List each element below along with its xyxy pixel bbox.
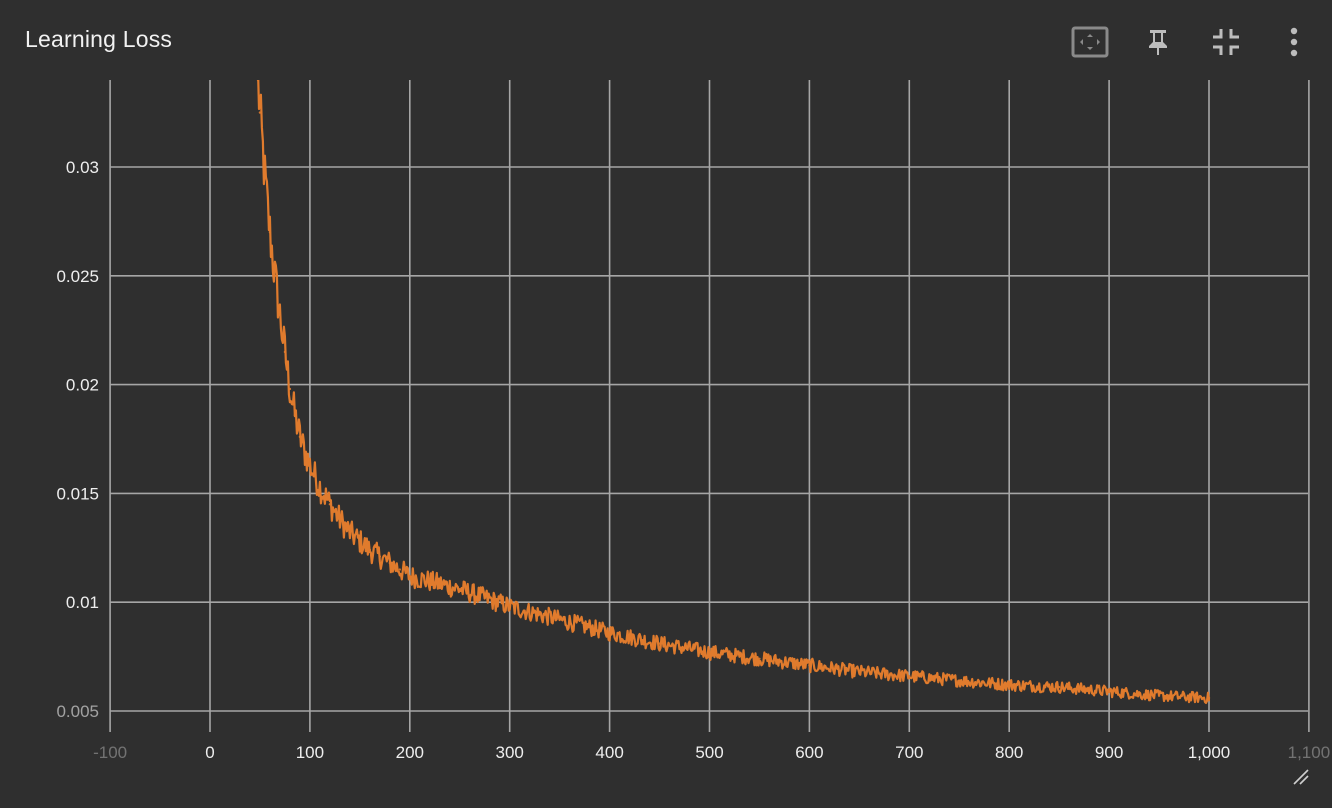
loss-data-point bbox=[958, 679, 961, 682]
grid bbox=[109, 80, 1310, 732]
y-tick-label: 0.03 bbox=[66, 158, 99, 177]
resize-icon bbox=[1293, 769, 1309, 785]
x-tick-label: 300 bbox=[496, 743, 524, 762]
loss-data-point bbox=[758, 657, 761, 660]
loss-data-point bbox=[256, 80, 260, 82]
loss-data-point bbox=[328, 503, 332, 506]
loss-data-point bbox=[658, 642, 661, 645]
y-tick-label: 0.015 bbox=[56, 484, 99, 503]
loss-data-point bbox=[348, 531, 352, 534]
x-tick-label: 600 bbox=[795, 743, 823, 762]
x-tick-label: 100 bbox=[296, 743, 324, 762]
pin-button[interactable] bbox=[1138, 22, 1178, 62]
card-header: Learning Loss bbox=[0, 0, 1332, 80]
loss-data-point bbox=[288, 387, 292, 391]
x-tick-label: 1,000 bbox=[1188, 743, 1231, 762]
pin-icon bbox=[1146, 28, 1170, 56]
loss-data-point bbox=[308, 463, 312, 467]
y-tick-label: 0.02 bbox=[66, 376, 99, 395]
more-vert-icon bbox=[1289, 27, 1299, 57]
loss-data-point bbox=[1107, 690, 1111, 693]
loss-data-point bbox=[273, 274, 277, 277]
y-tick-label: 0.005 bbox=[56, 702, 99, 721]
loss-data-point bbox=[378, 555, 382, 558]
x-tick-label: 400 bbox=[595, 743, 623, 762]
card-toolbar bbox=[0, 22, 1332, 62]
loss-data-point bbox=[293, 413, 297, 417]
loss-data-point bbox=[608, 631, 611, 634]
loss-data-point bbox=[1057, 685, 1061, 689]
more-options-button[interactable] bbox=[1274, 22, 1314, 62]
fit-to-data-button[interactable] bbox=[1070, 22, 1110, 62]
chart-title: Learning Loss bbox=[25, 26, 173, 52]
x-tick-label: -100 bbox=[93, 743, 127, 762]
loss-data-point bbox=[278, 313, 282, 317]
loss-data-point bbox=[433, 581, 436, 584]
loss-data-point bbox=[558, 618, 561, 621]
loss-data-point bbox=[258, 111, 262, 114]
series-layer bbox=[256, 80, 1211, 705]
loss-data-point bbox=[1008, 683, 1011, 687]
loss-data-point bbox=[458, 587, 461, 591]
tick-labels: -100 0 100 200 300 400 500 600 700 800 900 1,000 1,1… bbox=[56, 158, 1330, 762]
loss-data-point bbox=[508, 605, 511, 608]
loss-data-point bbox=[858, 670, 861, 674]
x-tick-label: 800 bbox=[995, 743, 1023, 762]
loss-data-point bbox=[318, 485, 322, 489]
loss-data-point bbox=[708, 651, 711, 654]
loss-data-point bbox=[338, 518, 342, 521]
y-tick-label: 0.01 bbox=[66, 593, 99, 612]
loss-data-point bbox=[483, 596, 486, 600]
exit-fullscreen-button[interactable] bbox=[1206, 22, 1246, 62]
x-tick-label: 700 bbox=[895, 743, 923, 762]
loss-data-point bbox=[808, 664, 811, 667]
x-tick-label: 500 bbox=[695, 743, 723, 762]
loss-data-point bbox=[368, 548, 372, 552]
loss-data-point bbox=[398, 568, 402, 571]
resize-handle[interactable] bbox=[1290, 766, 1310, 786]
loss-data-point bbox=[908, 674, 911, 678]
loss-data-point bbox=[263, 176, 267, 180]
loss-data-point bbox=[298, 435, 302, 439]
loss-series-line bbox=[257, 80, 1211, 705]
y-tick-label: 0.025 bbox=[56, 267, 99, 286]
loss-data-point bbox=[303, 450, 307, 454]
loss-data-point bbox=[268, 231, 272, 234]
loss-data-point bbox=[1207, 696, 1211, 700]
x-tick-label: 1,100 bbox=[1288, 743, 1331, 762]
x-tick-label: 900 bbox=[1095, 743, 1123, 762]
loss-data-point bbox=[1157, 694, 1161, 697]
loss-data-point bbox=[358, 540, 362, 543]
loss-data-point bbox=[388, 561, 392, 565]
loss-data-point bbox=[408, 574, 411, 578]
loss-data-point bbox=[283, 350, 287, 354]
fit-screen-icon bbox=[1071, 26, 1109, 58]
x-tick-label: 200 bbox=[396, 743, 424, 762]
collapse-icon bbox=[1212, 28, 1240, 56]
x-tick-label: 0 bbox=[205, 743, 214, 762]
